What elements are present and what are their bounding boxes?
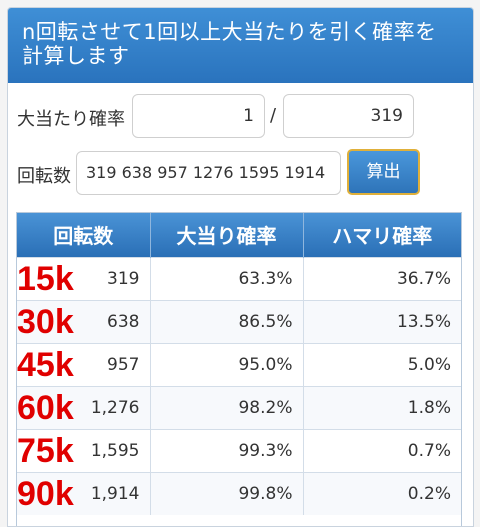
hit-probability-cell: 99.8% bbox=[150, 471, 304, 515]
column-header-hit-probability: 大当り確率 bbox=[150, 213, 304, 257]
page-title-line2: 計算します bbox=[22, 44, 130, 68]
table-row: 60k 1,276 98.2% 1.8% bbox=[17, 385, 461, 429]
spins-cell: 90k 1,914 bbox=[17, 471, 151, 515]
spins-cell: 60k 1,276 bbox=[17, 385, 151, 429]
spins-value: 638 bbox=[107, 311, 140, 332]
hit-probability-cell: 63.3% bbox=[150, 256, 304, 300]
probability-numerator-input[interactable]: 1 bbox=[132, 94, 265, 138]
annotation-mark: 30k bbox=[17, 302, 74, 341]
miss-probability-cell: 13.5% bbox=[303, 299, 461, 343]
annotation-mark: 45k bbox=[17, 345, 74, 384]
table-row: 45k 957 95.0% 5.0% bbox=[17, 342, 461, 386]
spins-value: 1,276 bbox=[90, 397, 140, 418]
column-header-miss-probability: ハマリ確率 bbox=[303, 213, 461, 257]
annotation-mark: 15k bbox=[17, 259, 74, 298]
hit-probability-cell: 98.2% bbox=[150, 385, 304, 429]
spins-cell: 75k 1,595 bbox=[17, 428, 151, 472]
page-title-line1: n回転させて1回以上大当たりを引く確率を bbox=[22, 20, 437, 44]
results-table: 回転数 大当り確率 ハマリ確率 15k 319 63.3% 36.7% 30k 63… bbox=[16, 212, 462, 526]
probability-denominator-input[interactable]: 319 bbox=[283, 94, 414, 138]
spins-input[interactable]: 319 638 957 1276 1595 1914 bbox=[76, 151, 341, 195]
table-row: 90k 1,914 99.8% 0.2% bbox=[17, 471, 461, 515]
slash-separator: / bbox=[270, 105, 277, 126]
spins-value: 1,595 bbox=[90, 440, 140, 461]
annotation-mark: 75k bbox=[17, 431, 74, 470]
table-row: 15k 319 63.3% 36.7% bbox=[17, 256, 461, 300]
spins-label: 回転数 bbox=[17, 166, 71, 187]
miss-probability-cell: 0.2% bbox=[303, 471, 461, 515]
calculator-panel: n回転させて1回以上大当たりを引く確率を 計算します 大当たり確率 1 / 31… bbox=[7, 7, 474, 527]
spins-cell: 30k 638 bbox=[17, 299, 151, 343]
miss-probability-cell: 36.7% bbox=[303, 256, 461, 300]
miss-probability-cell: 0.7% bbox=[303, 428, 461, 472]
annotation-mark: 60k bbox=[17, 388, 74, 427]
spins-value: 319 bbox=[107, 268, 140, 289]
hit-probability-cell: 95.0% bbox=[150, 342, 304, 386]
miss-probability-cell: 1.8% bbox=[303, 385, 461, 429]
table-row: 30k 638 86.5% 13.5% bbox=[17, 299, 461, 343]
panel-header: n回転させて1回以上大当たりを引く確率を 計算します bbox=[8, 8, 473, 83]
spins-value: 957 bbox=[107, 354, 140, 375]
table-row: 75k 1,595 99.3% 0.7% bbox=[17, 428, 461, 472]
probability-label: 大当たり確率 bbox=[17, 109, 125, 130]
spins-value: 1,914 bbox=[90, 483, 140, 504]
table-header-row: 回転数 大当り確率 ハマリ確率 bbox=[17, 213, 461, 257]
spins-cell: 15k 319 bbox=[17, 256, 151, 300]
spins-cell: 45k 957 bbox=[17, 342, 151, 386]
miss-probability-cell: 5.0% bbox=[303, 342, 461, 386]
annotation-mark: 90k bbox=[17, 474, 74, 513]
calculate-button[interactable]: 算出 bbox=[347, 149, 420, 195]
column-header-spins: 回転数 bbox=[17, 213, 151, 257]
hit-probability-cell: 99.3% bbox=[150, 428, 304, 472]
hit-probability-cell: 86.5% bbox=[150, 299, 304, 343]
